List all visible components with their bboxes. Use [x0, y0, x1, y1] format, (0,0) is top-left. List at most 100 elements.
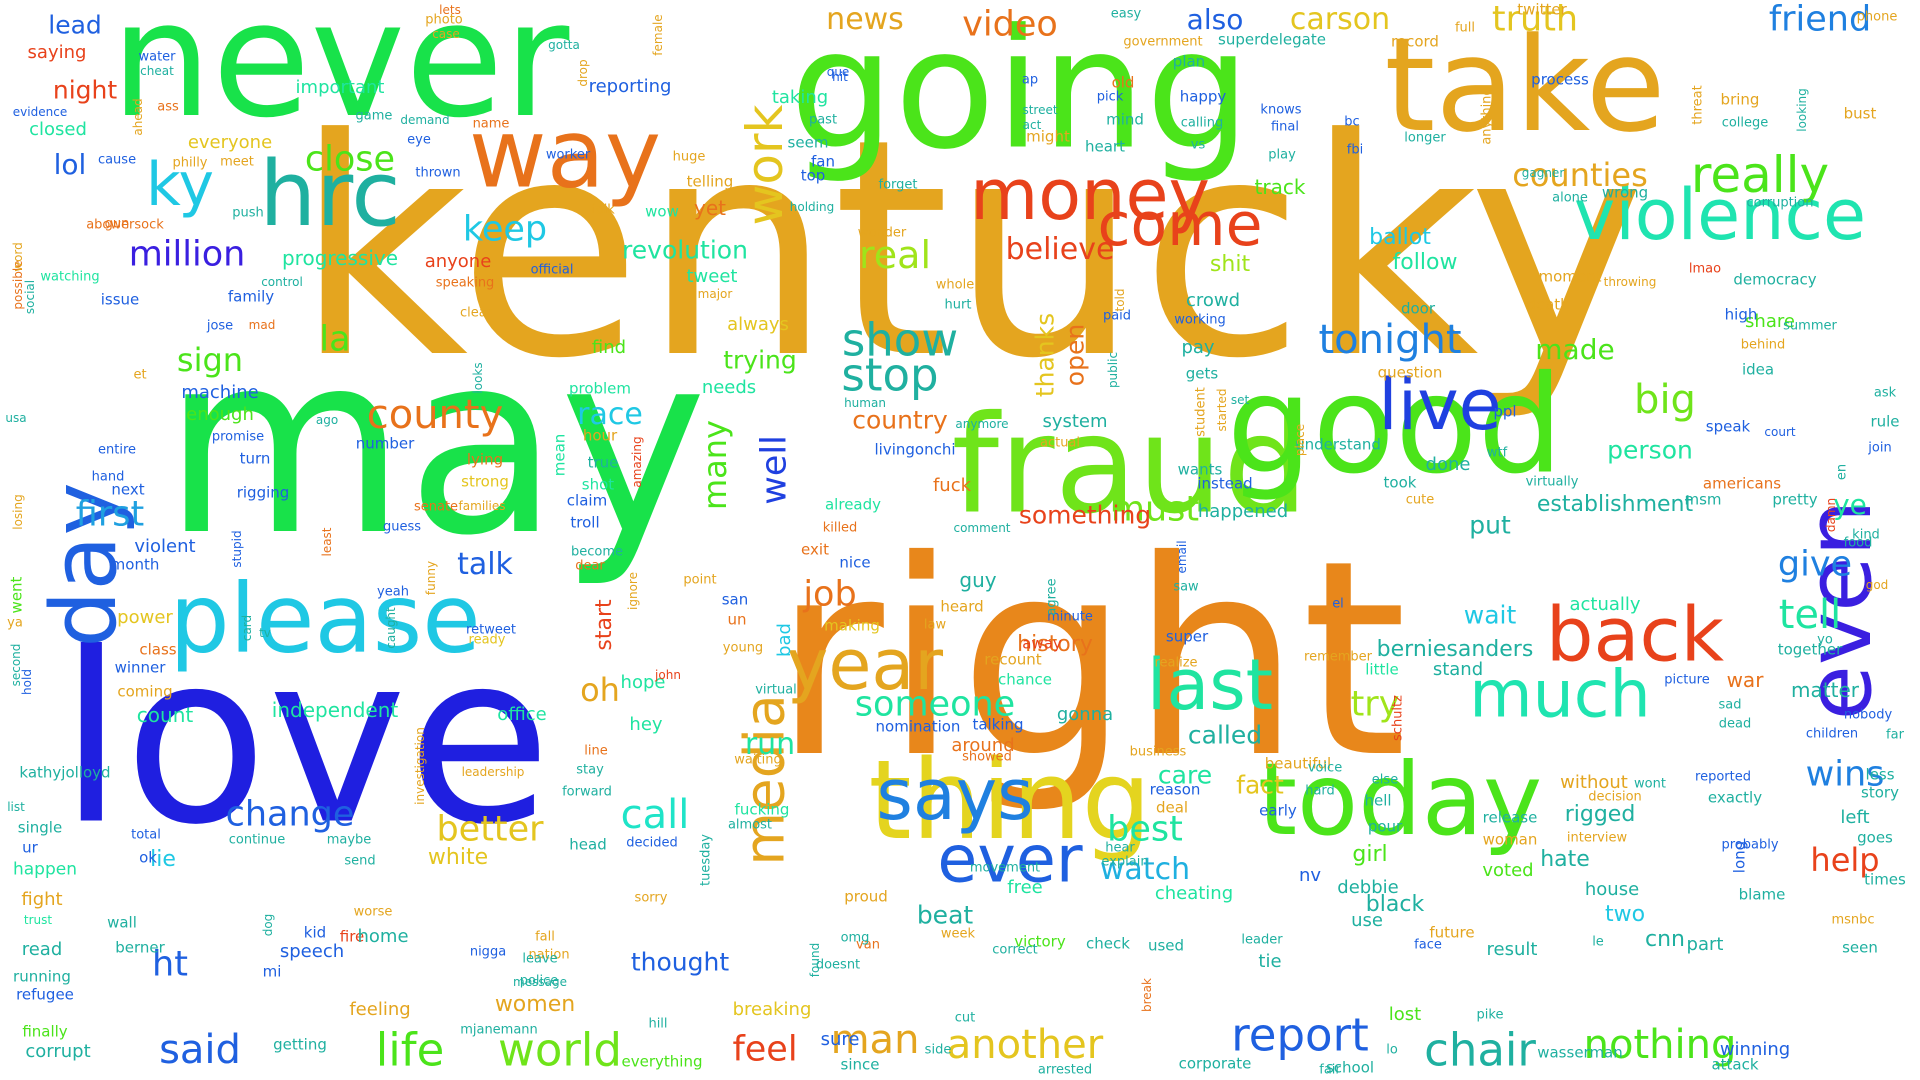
- cloud-word: running: [13, 967, 71, 986]
- cloud-word: bring: [1720, 90, 1760, 109]
- cloud-word: feeling: [349, 999, 411, 1020]
- cloud-word: school: [1325, 1058, 1375, 1077]
- cloud-word: ya: [7, 615, 23, 631]
- cloud-word: hand: [91, 469, 125, 485]
- cloud-word: thing: [868, 736, 1152, 864]
- cloud-word: corruption: [1746, 195, 1814, 211]
- cloud-word: went: [7, 576, 26, 614]
- cloud-word: change: [225, 794, 355, 835]
- cloud-word: dear: [575, 558, 605, 574]
- cloud-word: water: [138, 49, 176, 65]
- cloud-word: check: [1086, 934, 1130, 953]
- cloud-word: sure: [820, 1029, 860, 1050]
- cloud-word: leader: [1241, 932, 1283, 948]
- cloud-word: top: [800, 166, 826, 185]
- cloud-word: wow: [645, 202, 679, 221]
- cloud-word: last: [1146, 644, 1274, 726]
- cloud-word: door: [1400, 299, 1436, 318]
- cloud-word: fuck: [932, 475, 972, 496]
- cloud-word: et: [133, 367, 147, 383]
- cloud-word: back: [1545, 590, 1725, 679]
- cloud-word: stop: [841, 348, 939, 402]
- cloud-word: violent: [134, 536, 196, 557]
- cloud-word: wonder: [857, 225, 907, 241]
- cloud-word: free: [1007, 877, 1043, 898]
- cloud-word: ur: [22, 838, 38, 857]
- cloud-word: message: [513, 975, 567, 989]
- cloud-word: hear: [1105, 840, 1135, 856]
- cloud-word: good: [1226, 346, 1564, 504]
- cloud-word: summer: [1783, 318, 1837, 334]
- cloud-word: rule: [1870, 412, 1900, 431]
- cloud-word: getting: [273, 1035, 327, 1054]
- cloud-word: really: [1690, 146, 1830, 204]
- cloud-word: money: [970, 154, 1210, 236]
- cloud-word: set: [1230, 393, 1250, 407]
- cloud-word: debbie: [1337, 877, 1399, 898]
- cloud-word: fucking: [734, 800, 790, 819]
- cloud-word: help: [1810, 841, 1880, 879]
- cloud-word: might: [1026, 127, 1070, 146]
- cloud-word: watch: [1099, 852, 1191, 887]
- cloud-word: best: [1107, 809, 1183, 850]
- cloud-word: war: [1726, 668, 1764, 692]
- cloud-word: open: [1060, 323, 1090, 387]
- cloud-word: el: [1332, 596, 1344, 612]
- cloud-word: saying: [27, 42, 87, 63]
- cloud-word: try: [1350, 684, 1400, 725]
- cloud-word: card: [240, 614, 254, 642]
- cloud-word: blame: [1738, 885, 1786, 904]
- cloud-word: independent: [271, 698, 399, 722]
- cloud-word: way: [468, 99, 662, 210]
- cloud-word: past: [808, 112, 838, 128]
- cloud-word: ok: [139, 848, 157, 867]
- cloud-word: story: [1861, 783, 1899, 802]
- cloud-word: hurt: [944, 297, 972, 313]
- cloud-word: refugee: [16, 985, 74, 1004]
- cloud-word: fact: [1236, 770, 1284, 800]
- cloud-word: looking: [1795, 88, 1809, 132]
- cloud-word: realize: [1154, 655, 1198, 671]
- cloud-word: vs: [1190, 137, 1206, 153]
- cloud-word: around: [951, 735, 1015, 756]
- cloud-word: lost: [1388, 1004, 1422, 1025]
- cloud-word: coming: [117, 682, 173, 701]
- cloud-word: real: [858, 233, 932, 277]
- cloud-word: twitter: [1517, 0, 1567, 19]
- cloud-word: county: [366, 392, 504, 438]
- cloud-word: actually: [1569, 594, 1641, 615]
- cloud-word: nothing: [1583, 1022, 1737, 1068]
- cloud-word: longer: [1404, 130, 1446, 146]
- cloud-word: start: [592, 599, 617, 651]
- cloud-word: nigga: [469, 944, 507, 960]
- cloud-word: thanks: [1030, 312, 1060, 398]
- cloud-word: pour: [1367, 817, 1403, 836]
- cloud-word: send: [344, 853, 376, 869]
- cloud-word: children: [1805, 726, 1859, 742]
- cloud-word: lets: [439, 3, 461, 17]
- cloud-word: winner: [114, 658, 166, 677]
- cloud-word: says: [876, 754, 1034, 836]
- cloud-word: face: [1414, 937, 1442, 953]
- cloud-word: cheating: [1154, 883, 1234, 904]
- cloud-word: system: [1042, 411, 1108, 432]
- cloud-word: close: [304, 139, 396, 180]
- cloud-word: keep: [462, 209, 548, 250]
- cloud-word: jose: [206, 318, 234, 334]
- cloud-word: home: [357, 926, 409, 947]
- cloud-word: less: [1865, 765, 1895, 784]
- cloud-word: beautiful: [1264, 754, 1332, 773]
- cloud-word: wall: [107, 913, 137, 932]
- cloud-word: watching: [40, 269, 100, 285]
- cloud-word: sorry: [634, 890, 668, 906]
- cloud-word: corrupt: [25, 1041, 91, 1062]
- cloud-word: wait: [1463, 600, 1517, 630]
- cloud-word: meet: [220, 154, 254, 170]
- cloud-word: bad: [774, 623, 795, 657]
- cloud-word: social: [23, 279, 37, 315]
- cloud-word: follow: [1392, 250, 1458, 275]
- cloud-word: hold: [20, 669, 34, 695]
- cloud-word: wtf: [1486, 445, 1508, 461]
- cloud-word: someone: [854, 684, 1016, 725]
- cloud-word: waiting: [734, 752, 782, 768]
